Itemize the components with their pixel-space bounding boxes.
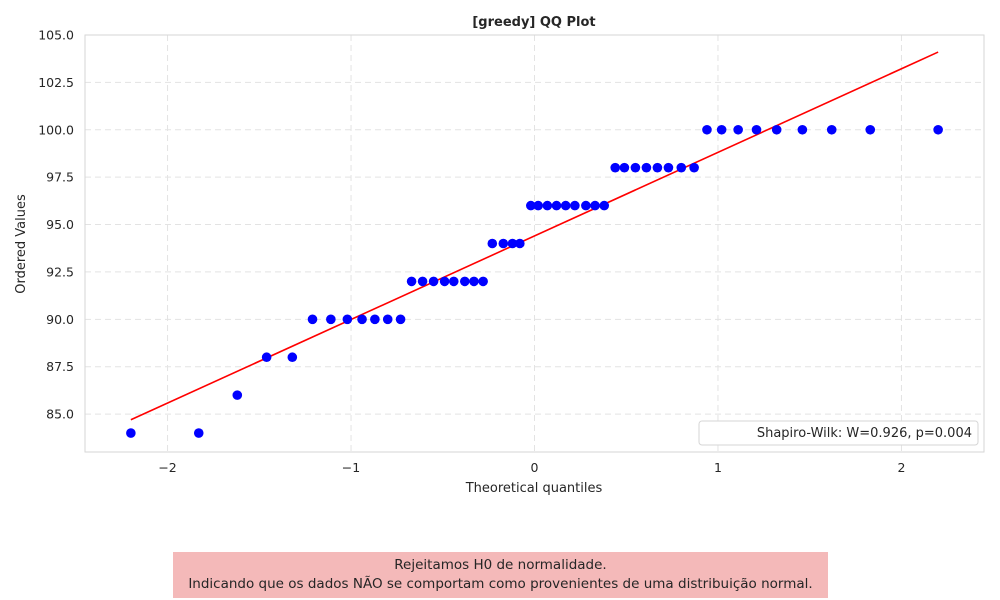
data-point (581, 200, 591, 211)
plot-area-frame (84, 34, 985, 453)
data-point (515, 238, 525, 249)
data-point (439, 276, 450, 287)
legend-box (698, 420, 979, 446)
data-point (689, 162, 699, 173)
data-point (382, 314, 393, 325)
data-point (560, 200, 571, 211)
x-tick-label: −2 (158, 460, 176, 475)
data-point (459, 276, 470, 287)
data-point (716, 124, 727, 135)
data-point (307, 314, 318, 325)
data-point (342, 314, 353, 325)
data-point (287, 352, 298, 363)
data-point (771, 124, 782, 135)
data-point (590, 200, 600, 211)
x-tick-label: 0 (531, 460, 539, 475)
data-point (641, 162, 652, 173)
data-point (826, 124, 837, 135)
data-point (751, 124, 762, 135)
y-tick-label: 102.5 (38, 75, 74, 90)
x-tick-label: −1 (342, 460, 360, 475)
data-point (676, 162, 687, 173)
data-point (610, 162, 621, 173)
data-point (232, 390, 243, 400)
data-point (865, 124, 876, 135)
data-point (599, 200, 610, 211)
data-point (448, 276, 459, 287)
legend-label: Shapiro-Wilk: W=0.926, p=0.004 (757, 426, 972, 441)
y-tick-label: 97.5 (46, 170, 74, 185)
data-point (533, 200, 543, 211)
data-point (193, 428, 204, 438)
data-point (126, 428, 136, 438)
x-tick-label: 1 (714, 460, 722, 475)
data-point (487, 238, 498, 249)
x-tick-label: 2 (897, 460, 905, 475)
y-tick-label: 95.0 (46, 217, 74, 232)
data-point (542, 200, 553, 211)
data-point (478, 276, 488, 287)
data-point (551, 200, 562, 211)
data-point (933, 124, 943, 135)
data-point (261, 352, 272, 363)
data-point (507, 238, 518, 249)
qq-plot-chart: [greedy] QQ Plot −2 −1 0 1 2 85.0 87.5 90.0 92.… (14, 15, 985, 496)
chart-title: [greedy] QQ Plot (472, 15, 595, 30)
legend: Shapiro-Wilk: W=0.926, p=0.004 (698, 420, 979, 446)
y-tick-label: 87.5 (46, 359, 74, 374)
data-point (428, 276, 439, 287)
data-point (326, 314, 336, 325)
y-tick-labels: 85.0 87.5 90.0 92.5 95.0 97.5 100.0 102.5 105.0 (38, 28, 74, 422)
data-point (395, 314, 406, 325)
data-point (630, 162, 641, 173)
data-point (357, 314, 367, 325)
result-line-1: Rejeitamos H0 de normalidade. (394, 557, 607, 573)
x-tick-labels: −2 −1 0 1 2 (158, 460, 905, 475)
x-axis-title: Theoretical quantiles (465, 481, 603, 496)
data-point (797, 124, 808, 135)
normality-test-result-box: Rejeitamos H0 de normalidade. Indicando … (173, 552, 828, 598)
result-line-2: Indicando que os dados NÃO se comportam … (188, 576, 813, 592)
data-point (619, 162, 630, 173)
data-point (526, 200, 536, 211)
data-point (570, 200, 580, 211)
y-tick-label: 105.0 (38, 28, 74, 43)
data-point (652, 162, 663, 173)
data-point (417, 276, 428, 287)
data-point (733, 124, 743, 135)
y-axis-title: Ordered Values (14, 194, 29, 294)
data-point (663, 162, 674, 173)
data-point (702, 124, 712, 135)
y-tick-label: 92.5 (46, 264, 74, 279)
data-point (406, 276, 417, 287)
y-tick-label: 100.0 (38, 122, 74, 137)
data-point (498, 238, 509, 249)
data-point (469, 276, 479, 287)
grid-lines (85, 34, 984, 452)
data-point (370, 314, 380, 325)
data-points (126, 124, 943, 438)
y-tick-label: 85.0 (46, 407, 74, 422)
y-tick-label: 90.0 (46, 312, 74, 327)
